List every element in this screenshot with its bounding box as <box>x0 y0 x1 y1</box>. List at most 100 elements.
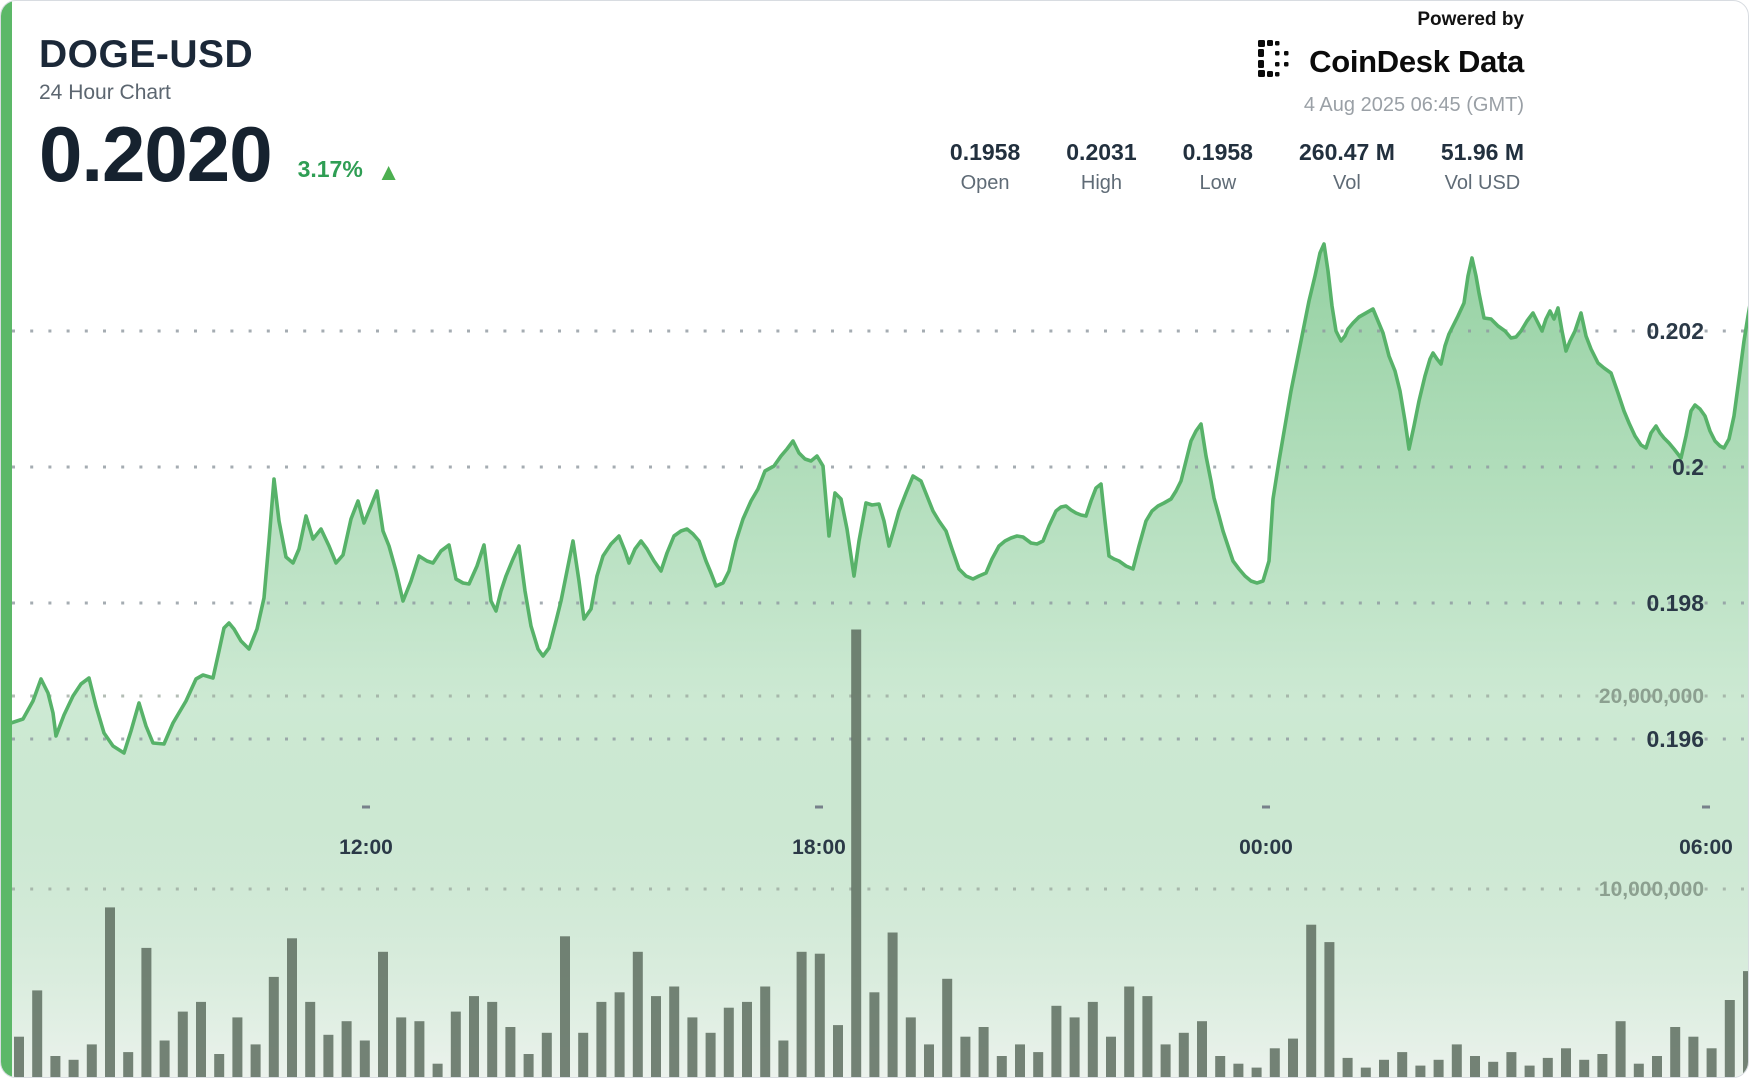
price-row: 0.2020 3.17% ▲ <box>39 115 401 193</box>
volume-bar <box>469 996 479 1077</box>
volume-bar <box>1215 1056 1226 1077</box>
volume-bar <box>632 951 643 1077</box>
volume-bar <box>505 1027 516 1077</box>
volume-bar <box>796 951 807 1077</box>
volume-bar <box>742 1001 752 1077</box>
volume-bar <box>560 936 570 1077</box>
volume-bar <box>1233 1063 1244 1077</box>
volume-bar <box>268 976 279 1077</box>
volume-bar <box>1288 1038 1298 1077</box>
volume-bar <box>1743 971 1748 1077</box>
volume-bar <box>196 1001 206 1077</box>
stat-volume-value: 260.47 M <box>1298 139 1395 165</box>
volume-bar <box>1688 1036 1699 1077</box>
volume-bar <box>1488 1061 1499 1077</box>
time-axis-label: 18:00 <box>792 836 846 859</box>
volume-bar <box>596 1001 607 1077</box>
volume-bar <box>1106 1036 1116 1077</box>
price-axis-label: 0.198 <box>1646 590 1704 616</box>
volume-bar <box>1087 1001 1098 1077</box>
volume-bar <box>778 1040 789 1077</box>
volume-bar <box>1051 1005 1062 1077</box>
volume-bar <box>578 1032 589 1077</box>
stat-open-value: 0.1958 <box>949 139 1021 165</box>
volume-bar <box>414 1021 425 1077</box>
volume-bar <box>705 1032 716 1077</box>
stat-open-label: Open <box>960 172 1010 194</box>
price-area-fill <box>11 244 1748 1077</box>
volume-bar <box>942 978 953 1077</box>
volume-bar <box>1706 1048 1717 1077</box>
volume-bar <box>1197 1021 1207 1077</box>
ohlc-stats-row: 0.1958 Open 0.2031 High 0.1958 Low 260.4… <box>950 139 1524 195</box>
current-price: 0.2020 <box>39 110 273 198</box>
volume-bar <box>323 1034 334 1077</box>
volume-bar <box>141 947 152 1077</box>
volume-bar <box>32 990 43 1077</box>
stat-low: 0.1958 Low <box>1183 139 1253 195</box>
stat-high-label: High <box>1080 172 1123 194</box>
up-triangle-icon: ▲ <box>376 159 401 186</box>
volume-bar <box>1724 1000 1735 1077</box>
widget-header: DOGE-USD 24 Hour Chart 0.2020 3.17% ▲ <box>39 35 401 193</box>
volume-bar <box>1360 1067 1371 1077</box>
volume-bar <box>1069 1017 1080 1077</box>
volume-axis-label: 20,000,000 <box>1599 685 1704 708</box>
volume-bar <box>523 1054 534 1077</box>
volume-bar <box>123 1052 134 1077</box>
volume-bar <box>1597 1054 1608 1077</box>
stat-volume-label: Vol <box>1333 172 1361 194</box>
stat-volume-usd-label: Vol USD <box>1444 172 1521 194</box>
stat-low-label: Low <box>1199 172 1237 194</box>
volume-bar <box>614 992 625 1077</box>
volume-bar <box>851 629 862 1077</box>
volume-bar <box>1269 1048 1280 1077</box>
volume-bar <box>996 1056 1007 1077</box>
volume-bar <box>1524 1065 1535 1077</box>
symbol-title: DOGE-USD <box>39 33 254 76</box>
stat-high: 0.2031 High <box>1066 139 1136 195</box>
volume-bar <box>1470 1056 1480 1077</box>
volume-bar <box>396 1017 407 1077</box>
powered-by-block: Powered by <box>1257 9 1524 117</box>
volume-bar <box>1306 924 1317 1077</box>
volume-bar <box>359 1040 370 1077</box>
volume-bar <box>1561 1048 1571 1077</box>
volume-bar <box>305 1001 316 1077</box>
volume-bar <box>1324 942 1335 1077</box>
volume-bar <box>1160 1044 1171 1077</box>
brand-row: CoinDesk Data <box>1257 39 1524 84</box>
volume-bar <box>1124 986 1135 1077</box>
stat-volume-usd: 51.96 M Vol USD <box>1441 139 1524 195</box>
volume-bar <box>1652 1056 1662 1077</box>
volume-bar <box>1615 1021 1626 1077</box>
stat-volume-usd-value: 51.96 M <box>1440 139 1524 165</box>
volume-bar <box>1433 1059 1444 1077</box>
price-axis-label: 0.202 <box>1646 318 1704 344</box>
time-axis-label: 00:00 <box>1239 836 1293 859</box>
volume-bar <box>68 1059 79 1077</box>
volume-bar <box>869 992 880 1077</box>
volume-bar <box>1633 1063 1644 1077</box>
volume-bar <box>651 996 661 1077</box>
volume-bar <box>1342 1057 1353 1077</box>
price-line <box>9 242 1748 755</box>
stat-high-value: 0.2031 <box>1066 139 1137 165</box>
volume-bar <box>105 907 115 1077</box>
price-axis-label: 0.2 <box>1672 454 1704 480</box>
coindesk-logo-icon <box>1257 39 1297 84</box>
volume-bar <box>214 1054 225 1077</box>
volume-bar <box>905 1017 916 1077</box>
volume-bar <box>833 1025 843 1077</box>
stat-low-value: 0.1958 <box>1182 139 1253 165</box>
volume-bar <box>1415 1065 1426 1077</box>
coindesk-brand-name: CoinDesk Data <box>1309 43 1524 79</box>
volume-bar <box>1251 1067 1262 1077</box>
chart-subtitle: 24 Hour Chart <box>39 81 171 104</box>
volume-bar <box>1579 1059 1590 1077</box>
volume-bar <box>159 1040 170 1077</box>
volume-bar <box>14 1036 24 1077</box>
volume-bar <box>50 1056 61 1077</box>
